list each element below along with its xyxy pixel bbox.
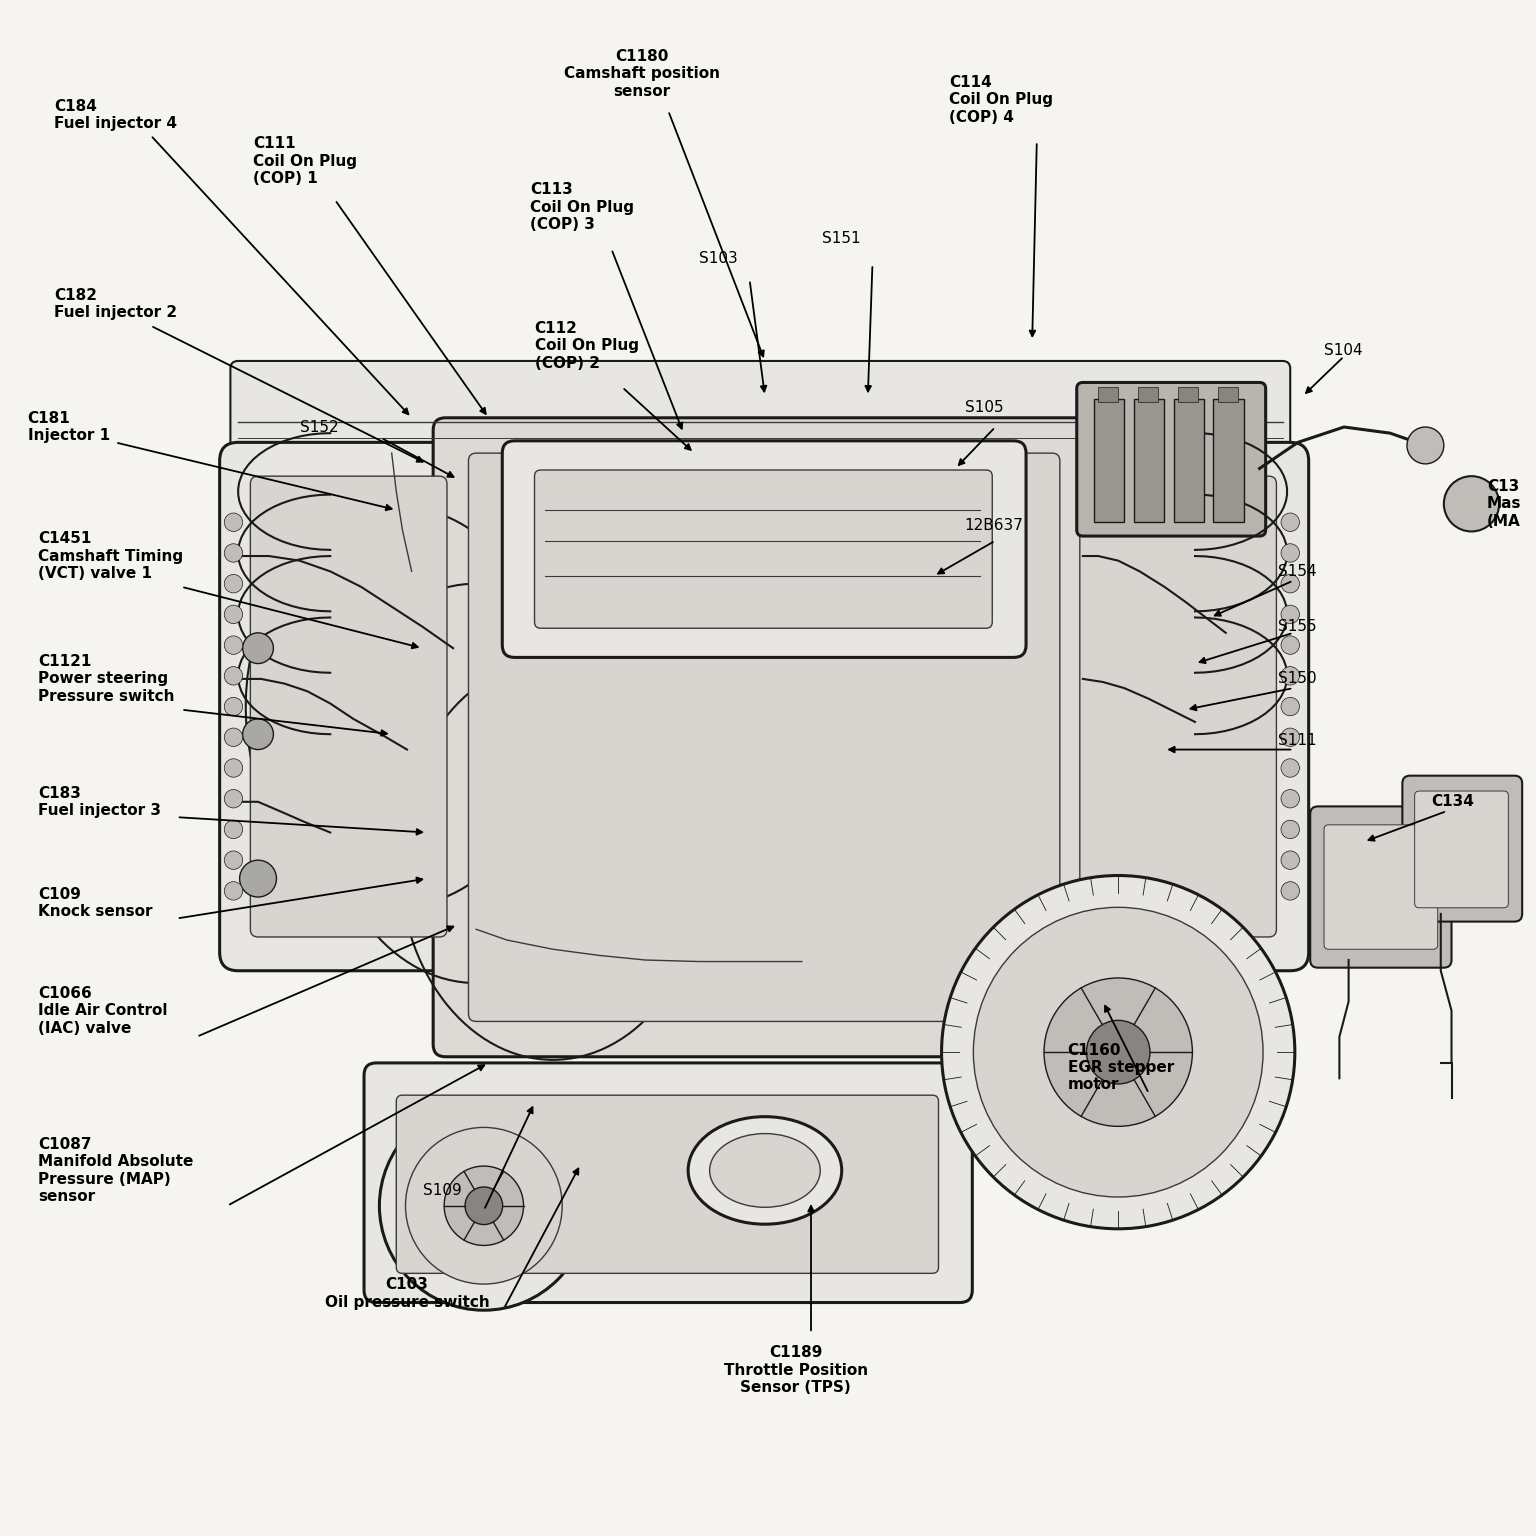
Text: S151: S151 xyxy=(822,230,862,246)
Text: C1180
Camshaft position
sensor: C1180 Camshaft position sensor xyxy=(564,49,720,98)
Circle shape xyxy=(224,759,243,777)
Text: C183
Fuel injector 3: C183 Fuel injector 3 xyxy=(38,785,161,819)
Text: C13
Mas
(MA: C13 Mas (MA xyxy=(1487,479,1521,528)
Text: C114
Coil On Plug
(COP) 4: C114 Coil On Plug (COP) 4 xyxy=(949,75,1054,124)
Circle shape xyxy=(224,851,243,869)
Circle shape xyxy=(224,728,243,746)
Circle shape xyxy=(1281,882,1299,900)
Bar xyxy=(1178,387,1198,402)
FancyBboxPatch shape xyxy=(1324,825,1438,949)
FancyBboxPatch shape xyxy=(1080,476,1276,937)
Text: S152: S152 xyxy=(300,419,339,435)
Bar xyxy=(1174,399,1204,522)
Circle shape xyxy=(1281,790,1299,808)
Circle shape xyxy=(1281,697,1299,716)
Text: C109
Knock sensor: C109 Knock sensor xyxy=(38,886,154,920)
Circle shape xyxy=(224,882,243,900)
Circle shape xyxy=(1086,1020,1150,1084)
Circle shape xyxy=(224,605,243,624)
Circle shape xyxy=(224,697,243,716)
Circle shape xyxy=(1281,544,1299,562)
Circle shape xyxy=(444,1166,524,1246)
Bar xyxy=(1094,399,1124,522)
Circle shape xyxy=(224,636,243,654)
Text: C182
Fuel injector 2: C182 Fuel injector 2 xyxy=(54,287,177,321)
Bar xyxy=(1213,399,1244,522)
Text: C113
Coil On Plug
(COP) 3: C113 Coil On Plug (COP) 3 xyxy=(530,183,634,232)
Circle shape xyxy=(1281,759,1299,777)
Circle shape xyxy=(224,574,243,593)
Circle shape xyxy=(465,1187,502,1224)
Text: C1121
Power steering
Pressure switch: C1121 Power steering Pressure switch xyxy=(38,654,175,703)
FancyBboxPatch shape xyxy=(250,476,447,937)
FancyBboxPatch shape xyxy=(396,1095,938,1273)
Ellipse shape xyxy=(710,1134,820,1207)
FancyBboxPatch shape xyxy=(1415,791,1508,908)
Circle shape xyxy=(1281,605,1299,624)
Circle shape xyxy=(1281,851,1299,869)
FancyBboxPatch shape xyxy=(1077,382,1266,536)
Text: S104: S104 xyxy=(1324,343,1362,358)
Bar xyxy=(1134,399,1164,522)
FancyBboxPatch shape xyxy=(468,453,1060,1021)
Text: C1087
Manifold Absolute
Pressure (MAP)
sensor: C1087 Manifold Absolute Pressure (MAP) s… xyxy=(38,1137,194,1204)
Text: C1451
Camshaft Timing
(VCT) valve 1: C1451 Camshaft Timing (VCT) valve 1 xyxy=(38,531,183,581)
Text: 12B637: 12B637 xyxy=(965,518,1023,533)
Circle shape xyxy=(1281,513,1299,531)
FancyBboxPatch shape xyxy=(1402,776,1522,922)
Text: C1066
Idle Air Control
(IAC) valve: C1066 Idle Air Control (IAC) valve xyxy=(38,986,167,1035)
Circle shape xyxy=(224,667,243,685)
Bar xyxy=(1098,387,1118,402)
Circle shape xyxy=(974,908,1263,1197)
Text: C1160
EGR stepper
motor: C1160 EGR stepper motor xyxy=(1068,1043,1174,1092)
Circle shape xyxy=(1281,667,1299,685)
Text: S155: S155 xyxy=(1278,619,1316,634)
Ellipse shape xyxy=(688,1117,842,1224)
Circle shape xyxy=(243,633,273,664)
Text: S154: S154 xyxy=(1278,564,1316,579)
Text: S111: S111 xyxy=(1278,733,1316,748)
Circle shape xyxy=(1281,728,1299,746)
FancyBboxPatch shape xyxy=(230,361,1290,461)
Text: S109: S109 xyxy=(422,1183,462,1198)
FancyBboxPatch shape xyxy=(1049,442,1309,971)
Text: C103
Oil pressure switch: C103 Oil pressure switch xyxy=(324,1276,490,1310)
Circle shape xyxy=(1281,820,1299,839)
Text: C111
Coil On Plug
(COP) 1: C111 Coil On Plug (COP) 1 xyxy=(253,137,358,186)
Text: S103: S103 xyxy=(699,250,739,266)
Circle shape xyxy=(224,790,243,808)
FancyBboxPatch shape xyxy=(535,470,992,628)
Bar xyxy=(1138,387,1158,402)
Bar xyxy=(1218,387,1238,402)
Circle shape xyxy=(406,1127,562,1284)
FancyBboxPatch shape xyxy=(1310,806,1452,968)
Circle shape xyxy=(942,876,1295,1229)
Circle shape xyxy=(224,820,243,839)
Circle shape xyxy=(379,1101,588,1310)
Text: C1189
Throttle Position
Sensor (TPS): C1189 Throttle Position Sensor (TPS) xyxy=(723,1346,868,1395)
Circle shape xyxy=(243,719,273,750)
Circle shape xyxy=(1281,574,1299,593)
FancyBboxPatch shape xyxy=(220,442,479,971)
Text: C181
Injector 1: C181 Injector 1 xyxy=(28,410,109,444)
FancyBboxPatch shape xyxy=(502,441,1026,657)
Text: C112
Coil On Plug
(COP) 2: C112 Coil On Plug (COP) 2 xyxy=(535,321,639,370)
Text: C134: C134 xyxy=(1432,794,1475,809)
FancyBboxPatch shape xyxy=(433,418,1095,1057)
Circle shape xyxy=(1281,636,1299,654)
Text: S105: S105 xyxy=(965,399,1003,415)
Text: S150: S150 xyxy=(1278,671,1316,687)
Circle shape xyxy=(1444,476,1499,531)
Circle shape xyxy=(224,513,243,531)
Circle shape xyxy=(1044,978,1192,1126)
FancyBboxPatch shape xyxy=(364,1063,972,1303)
Text: C184
Fuel injector 4: C184 Fuel injector 4 xyxy=(54,98,177,132)
Circle shape xyxy=(1407,427,1444,464)
Circle shape xyxy=(224,544,243,562)
Circle shape xyxy=(240,860,276,897)
